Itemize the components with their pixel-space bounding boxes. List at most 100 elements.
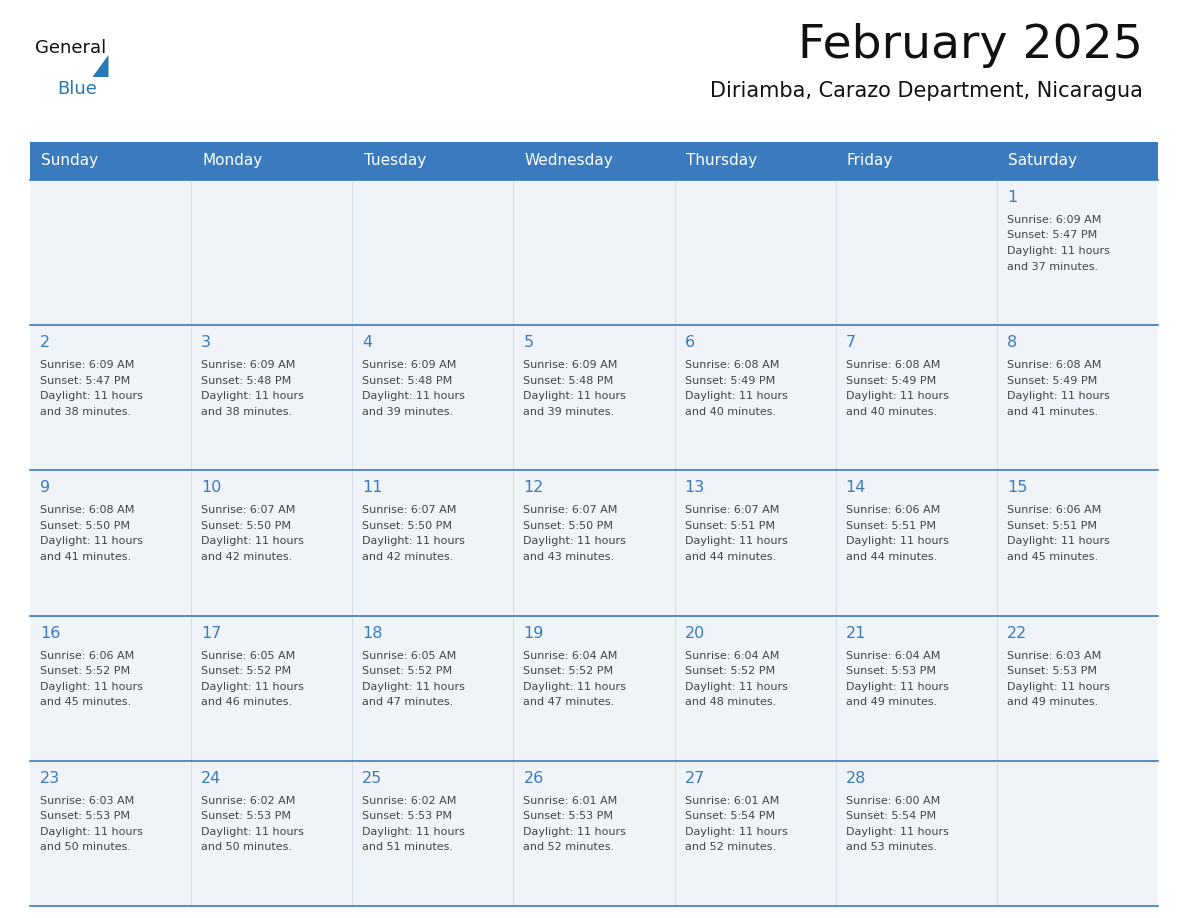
Text: and 39 minutes.: and 39 minutes.: [362, 407, 454, 417]
Text: Sunrise: 6:09 AM: Sunrise: 6:09 AM: [1007, 215, 1101, 225]
Text: Daylight: 11 hours: Daylight: 11 hours: [201, 827, 304, 837]
Text: Daylight: 11 hours: Daylight: 11 hours: [524, 681, 626, 691]
Text: and 42 minutes.: and 42 minutes.: [362, 552, 454, 562]
Text: 3: 3: [201, 335, 211, 350]
Text: Sunrise: 6:05 AM: Sunrise: 6:05 AM: [362, 651, 456, 661]
Text: 7: 7: [846, 335, 855, 350]
Text: Daylight: 11 hours: Daylight: 11 hours: [846, 536, 948, 546]
Text: and 40 minutes.: and 40 minutes.: [684, 407, 776, 417]
Text: Sunset: 5:52 PM: Sunset: 5:52 PM: [684, 666, 775, 676]
Text: 24: 24: [201, 771, 221, 786]
Text: Sunrise: 6:04 AM: Sunrise: 6:04 AM: [524, 651, 618, 661]
Text: 14: 14: [846, 480, 866, 496]
Text: Sunset: 5:53 PM: Sunset: 5:53 PM: [846, 666, 936, 676]
Text: 10: 10: [201, 480, 221, 496]
Text: Friday: Friday: [847, 153, 893, 169]
Text: and 43 minutes.: and 43 minutes.: [524, 552, 614, 562]
Text: Sunrise: 6:06 AM: Sunrise: 6:06 AM: [40, 651, 134, 661]
Text: Daylight: 11 hours: Daylight: 11 hours: [40, 391, 143, 401]
Text: Sunset: 5:49 PM: Sunset: 5:49 PM: [846, 375, 936, 386]
Text: Sunrise: 6:07 AM: Sunrise: 6:07 AM: [362, 506, 456, 515]
Text: and 51 minutes.: and 51 minutes.: [362, 843, 454, 852]
Text: Sunset: 5:49 PM: Sunset: 5:49 PM: [684, 375, 775, 386]
Text: General: General: [34, 39, 106, 57]
Text: Sunrise: 6:04 AM: Sunrise: 6:04 AM: [846, 651, 940, 661]
Text: Sunset: 5:53 PM: Sunset: 5:53 PM: [362, 812, 453, 822]
Text: 27: 27: [684, 771, 704, 786]
Text: Daylight: 11 hours: Daylight: 11 hours: [846, 391, 948, 401]
FancyBboxPatch shape: [30, 142, 1158, 180]
Text: Monday: Monday: [202, 153, 263, 169]
Text: Sunrise: 6:01 AM: Sunrise: 6:01 AM: [684, 796, 779, 806]
Text: and 37 minutes.: and 37 minutes.: [1007, 262, 1098, 272]
Text: Tuesday: Tuesday: [364, 153, 425, 169]
Polygon shape: [93, 55, 108, 77]
Text: Daylight: 11 hours: Daylight: 11 hours: [40, 681, 143, 691]
Text: Sunrise: 6:07 AM: Sunrise: 6:07 AM: [524, 506, 618, 515]
Text: 18: 18: [362, 625, 383, 641]
Text: Sunset: 5:52 PM: Sunset: 5:52 PM: [524, 666, 613, 676]
Text: Sunset: 5:54 PM: Sunset: 5:54 PM: [684, 812, 775, 822]
Text: and 44 minutes.: and 44 minutes.: [846, 552, 937, 562]
Text: 25: 25: [362, 771, 383, 786]
Text: 20: 20: [684, 625, 704, 641]
Text: 11: 11: [362, 480, 383, 496]
Text: and 49 minutes.: and 49 minutes.: [1007, 697, 1098, 707]
Text: Saturday: Saturday: [1009, 153, 1078, 169]
Text: Sunrise: 6:05 AM: Sunrise: 6:05 AM: [201, 651, 296, 661]
FancyBboxPatch shape: [30, 180, 1158, 325]
Text: Sunset: 5:53 PM: Sunset: 5:53 PM: [201, 812, 291, 822]
Text: and 49 minutes.: and 49 minutes.: [846, 697, 937, 707]
Text: Sunset: 5:51 PM: Sunset: 5:51 PM: [684, 521, 775, 531]
Text: and 45 minutes.: and 45 minutes.: [40, 697, 131, 707]
Text: and 38 minutes.: and 38 minutes.: [40, 407, 131, 417]
FancyBboxPatch shape: [30, 325, 1158, 470]
Text: Blue: Blue: [57, 80, 97, 98]
Text: Sunrise: 6:08 AM: Sunrise: 6:08 AM: [684, 360, 779, 370]
Text: 17: 17: [201, 625, 221, 641]
Text: 6: 6: [684, 335, 695, 350]
Text: 28: 28: [846, 771, 866, 786]
Text: and 46 minutes.: and 46 minutes.: [201, 697, 292, 707]
Text: Daylight: 11 hours: Daylight: 11 hours: [524, 536, 626, 546]
Text: Sunrise: 6:09 AM: Sunrise: 6:09 AM: [362, 360, 456, 370]
Text: Daylight: 11 hours: Daylight: 11 hours: [1007, 681, 1110, 691]
Text: and 53 minutes.: and 53 minutes.: [846, 843, 936, 852]
Text: and 45 minutes.: and 45 minutes.: [1007, 552, 1098, 562]
Text: Daylight: 11 hours: Daylight: 11 hours: [1007, 391, 1110, 401]
Text: Thursday: Thursday: [685, 153, 757, 169]
Text: Sunset: 5:54 PM: Sunset: 5:54 PM: [846, 812, 936, 822]
Text: Sunset: 5:48 PM: Sunset: 5:48 PM: [201, 375, 291, 386]
Text: February 2025: February 2025: [798, 23, 1143, 68]
Text: Sunrise: 6:08 AM: Sunrise: 6:08 AM: [846, 360, 940, 370]
FancyBboxPatch shape: [30, 470, 1158, 616]
Text: Sunset: 5:51 PM: Sunset: 5:51 PM: [1007, 521, 1097, 531]
Text: Sunset: 5:50 PM: Sunset: 5:50 PM: [201, 521, 291, 531]
Text: and 52 minutes.: and 52 minutes.: [524, 843, 614, 852]
Text: and 47 minutes.: and 47 minutes.: [362, 697, 454, 707]
Text: Sunset: 5:48 PM: Sunset: 5:48 PM: [524, 375, 614, 386]
Text: 15: 15: [1007, 480, 1028, 496]
Text: and 38 minutes.: and 38 minutes.: [201, 407, 292, 417]
Text: Sunrise: 6:04 AM: Sunrise: 6:04 AM: [684, 651, 779, 661]
Text: Daylight: 11 hours: Daylight: 11 hours: [684, 681, 788, 691]
Text: Daylight: 11 hours: Daylight: 11 hours: [201, 536, 304, 546]
Text: 13: 13: [684, 480, 704, 496]
Text: 2: 2: [40, 335, 50, 350]
Text: Sunrise: 6:06 AM: Sunrise: 6:06 AM: [846, 506, 940, 515]
Text: and 42 minutes.: and 42 minutes.: [201, 552, 292, 562]
Text: Daylight: 11 hours: Daylight: 11 hours: [524, 391, 626, 401]
Text: Sunrise: 6:06 AM: Sunrise: 6:06 AM: [1007, 506, 1101, 515]
Text: 26: 26: [524, 771, 544, 786]
Text: Sunrise: 6:07 AM: Sunrise: 6:07 AM: [684, 506, 779, 515]
Text: and 41 minutes.: and 41 minutes.: [40, 552, 131, 562]
Text: 19: 19: [524, 625, 544, 641]
Text: 23: 23: [40, 771, 61, 786]
Text: 12: 12: [524, 480, 544, 496]
Text: Sunrise: 6:03 AM: Sunrise: 6:03 AM: [1007, 651, 1101, 661]
Text: Sunrise: 6:09 AM: Sunrise: 6:09 AM: [524, 360, 618, 370]
Text: Sunrise: 6:09 AM: Sunrise: 6:09 AM: [40, 360, 134, 370]
Text: Sunset: 5:49 PM: Sunset: 5:49 PM: [1007, 375, 1097, 386]
Text: Sunset: 5:47 PM: Sunset: 5:47 PM: [1007, 230, 1097, 241]
Text: Sunrise: 6:02 AM: Sunrise: 6:02 AM: [201, 796, 296, 806]
